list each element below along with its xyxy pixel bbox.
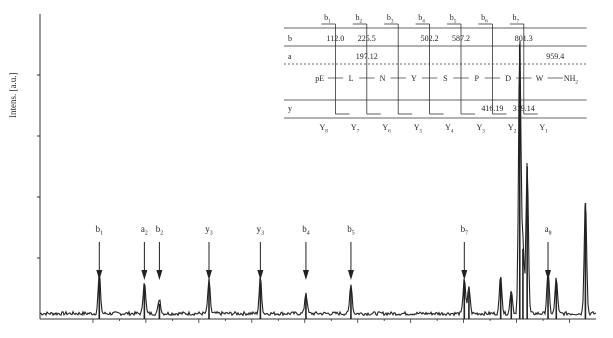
peak-annotations: b1 a2 b2 y3 y3 b4 b5 b7 a8 (96, 224, 552, 280)
peak-arrow-head (141, 270, 148, 280)
residue: S (443, 74, 447, 83)
residue: D (505, 74, 511, 83)
residue: N (380, 74, 386, 83)
peak-label: b4 (302, 224, 310, 237)
residue: Y (411, 74, 417, 83)
b-ion-label: b6 (481, 13, 488, 24)
fragment-table: b 112.0 225.5 502.2 587.2 801.3a 197.12 959.4y 4… (284, 13, 587, 134)
peak-label: b1 (96, 224, 104, 237)
b-ion-label: b7 (513, 13, 520, 24)
residue: NH2 (564, 74, 579, 85)
spectrum-line (39, 40, 597, 317)
peak-arrow-head (257, 270, 264, 280)
peak-arrow-head (205, 270, 212, 280)
peak-arrow-head (347, 270, 354, 280)
peak-label: b5 (347, 224, 355, 237)
residue: L (349, 74, 354, 83)
b-ion-label: b3 (387, 13, 394, 24)
peak-arrow-head (461, 270, 468, 280)
peak-arrow-head (156, 270, 163, 280)
y-ion-label: Y7 (351, 123, 360, 134)
y-ion-label: Y6 (382, 123, 391, 134)
peak-label: b7 (461, 224, 469, 237)
axes (37, 14, 596, 323)
peak-label: a2 (141, 224, 148, 237)
y-ion-label: Y2 (508, 123, 517, 134)
table-cell-a: 959.4 (546, 52, 564, 61)
b-ion-label: b4 (418, 13, 425, 24)
peak-arrow-head (545, 270, 552, 280)
row-label-y: y (288, 104, 292, 113)
b-ion-label: b5 (450, 13, 457, 24)
row-label-b: b (288, 34, 292, 43)
row-label-a: a (288, 52, 292, 61)
peak-arrow-head (96, 270, 103, 280)
y-ion-label: Y8 (320, 123, 329, 134)
peak-label: a8 (545, 224, 552, 237)
residue: W (536, 74, 544, 83)
peak-label: y3 (205, 224, 213, 237)
b-ion-label: b2 (356, 13, 363, 24)
residue: pE (315, 74, 324, 83)
b-ion-label: b1 (324, 13, 331, 24)
y-ion-label: Y4 (445, 123, 454, 134)
y-ion-label: Y5 (414, 123, 423, 134)
spectrum-trace (39, 40, 597, 319)
y-ion-label: Y1 (539, 123, 548, 134)
peak-arrow-head (302, 270, 309, 280)
y-axis-label-wrap: Intens. [a.u.] (4, 60, 20, 120)
y-axis-label: Intens. [a.u.] (8, 73, 18, 118)
peak-label: b2 (156, 224, 164, 237)
residue: P (474, 74, 479, 83)
y-ion-label: Y3 (477, 123, 486, 134)
peak-label: y3 (257, 224, 265, 237)
